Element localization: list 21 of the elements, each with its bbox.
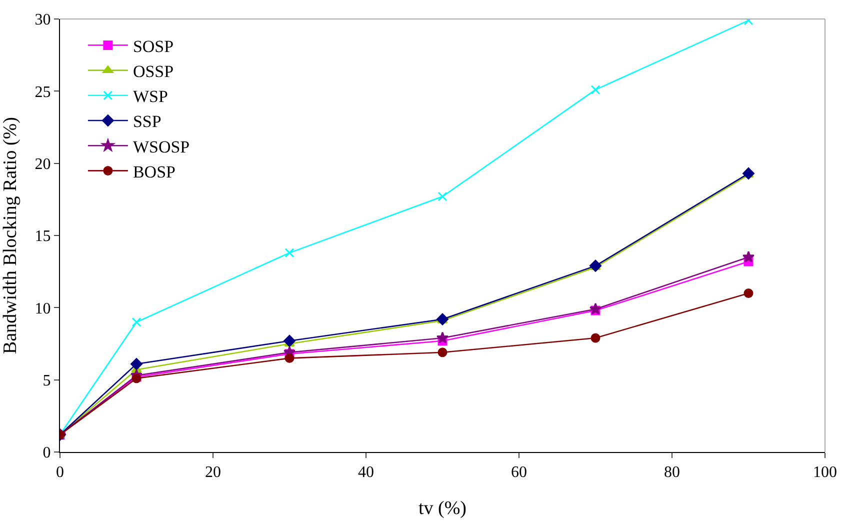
legend-label: SSP xyxy=(132,112,162,132)
y-axis-title: Bandwidth Blocking Ratio (%) xyxy=(0,117,21,354)
y-tick-label: 0 xyxy=(42,444,51,462)
x-tick-label: 100 xyxy=(813,464,837,482)
x-tick-label: 60 xyxy=(511,464,527,482)
legend-label: SOSP xyxy=(132,36,174,56)
legend-label: OSSP xyxy=(132,62,174,81)
x-tick-label: 40 xyxy=(358,464,374,482)
legend-label: WSOSP xyxy=(132,137,190,156)
y-tick-label: 15 xyxy=(34,228,51,246)
y-tick-label: 25 xyxy=(34,84,51,101)
x-axis-title: tv (%) xyxy=(418,498,467,519)
x-tick-label: 0 xyxy=(56,464,64,482)
y-tick-label: 20 xyxy=(34,156,51,173)
y-tick-label: 5 xyxy=(42,372,51,390)
y-tick-label: 10 xyxy=(34,300,51,318)
y-tick-label: 30 xyxy=(34,12,51,29)
legend-label: WSP xyxy=(132,87,168,106)
x-tick-label: 80 xyxy=(664,464,680,482)
x-tick-label: 20 xyxy=(205,464,221,482)
legend-label: BOSP xyxy=(132,162,176,182)
